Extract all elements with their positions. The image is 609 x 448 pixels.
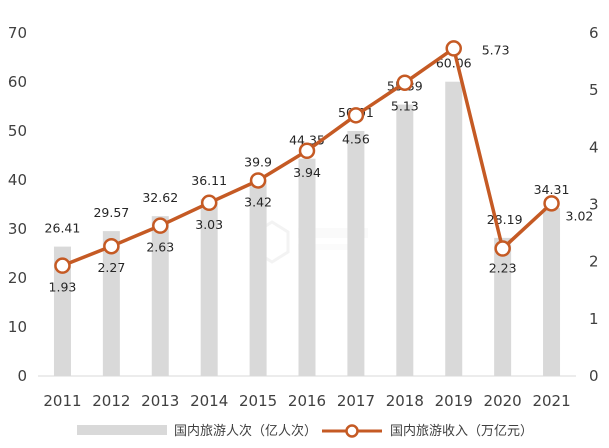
x-axis-tick-2011: 2011 — [43, 392, 81, 410]
bar-value-label-2014: 36.11 — [191, 173, 227, 188]
left-axis-tick-60: 60 — [8, 73, 27, 91]
bar-value-label-2012: 29.57 — [93, 205, 129, 220]
bar-2015 — [249, 180, 267, 376]
line-value-label-2018: 5.13 — [391, 99, 419, 114]
right-axis-tick-3: 3 — [589, 196, 599, 214]
line-value-label-2019: 5.73 — [482, 42, 510, 57]
x-axis-tick-2012: 2012 — [92, 392, 130, 410]
line-point-2019 — [445, 40, 462, 57]
line-point-2014 — [200, 194, 218, 212]
bar-value-label-2011: 26.41 — [45, 221, 81, 236]
x-axis-tick-2020: 2020 — [484, 392, 522, 410]
left-axis-tick-10: 10 — [8, 318, 27, 336]
bar-2011 — [53, 246, 71, 376]
left-axis-tick-0: 0 — [17, 367, 27, 385]
x-axis-tick-2021: 2021 — [532, 392, 570, 410]
right-axis-tick-0: 0 — [589, 367, 599, 385]
bar-2021 — [543, 207, 561, 376]
bar-2018 — [396, 104, 414, 377]
right-axis-tick-2: 2 — [589, 253, 599, 271]
legend-bar-label: 国内旅游人次（亿人次） — [174, 423, 317, 439]
bar-value-label-2015: 39.9 — [244, 154, 272, 169]
line-point-2017 — [347, 107, 365, 124]
line-point-2013 — [152, 217, 169, 234]
line-point-2012 — [103, 237, 120, 255]
right-axis-tick-4: 4 — [589, 138, 599, 156]
x-axis-tick-2014: 2014 — [190, 392, 228, 410]
bar-2013 — [151, 216, 169, 376]
left-axis-tick-20: 20 — [8, 269, 27, 287]
line-point-2020 — [494, 240, 511, 257]
x-axis-tick-2017: 2017 — [337, 392, 375, 410]
left-axis-tick-30: 30 — [8, 220, 27, 238]
left-axis-tick-50: 50 — [8, 122, 27, 140]
x-axis-tick-2013: 2013 — [141, 392, 179, 410]
bar-2014 — [200, 199, 218, 376]
line-value-label-2014: 3.03 — [195, 217, 223, 232]
line-point-2018 — [396, 74, 414, 91]
legend: 国内旅游人次（亿人次） 国内旅游收入（万亿元） — [77, 423, 533, 439]
legend-bar-swatch — [77, 425, 167, 435]
legend-line-marker — [345, 424, 359, 438]
line-value-label-2013: 2.63 — [146, 240, 174, 255]
x-axis-tick-2016: 2016 — [288, 392, 326, 410]
left-axis-tick-70: 70 — [8, 24, 27, 42]
x-axis-tick-2018: 2018 — [386, 392, 424, 410]
right-axis-tick-6: 6 — [589, 24, 599, 42]
line-value-label-2016: 3.94 — [293, 165, 321, 180]
right-axis-tick-5: 5 — [589, 81, 599, 99]
bar-value-label-2020: 28.19 — [487, 212, 523, 227]
bar-2020 — [494, 237, 512, 376]
left-axis-tick-40: 40 — [8, 171, 27, 189]
bar-value-label-2021: 34.31 — [534, 182, 570, 197]
line-value-label-2011: 1.93 — [49, 280, 77, 295]
line-value-label-2020: 2.23 — [489, 261, 517, 276]
bar-2019 — [445, 81, 463, 377]
x-axis-tick-2015: 2015 — [239, 392, 277, 410]
bar-2012 — [102, 231, 120, 376]
line-point-2011 — [54, 257, 71, 274]
line-point-2015 — [249, 172, 267, 189]
bar-2017 — [347, 130, 365, 376]
right-axis-tick-1: 1 — [589, 310, 599, 328]
line-value-label-2012: 2.27 — [97, 260, 125, 275]
line-value-label-2015: 3.42 — [244, 194, 272, 209]
x-axis-tick-2019: 2019 — [435, 392, 473, 410]
bar-value-label-2013: 32.62 — [142, 190, 178, 205]
line-point-2016 — [298, 142, 316, 160]
bar-value-label-2019: 60.06 — [436, 56, 472, 71]
bar-2016 — [298, 158, 316, 376]
line-value-label-2021: 3.02 — [566, 208, 594, 223]
legend-line-label: 国内旅游收入（万亿元） — [390, 423, 533, 439]
line-point-2021 — [543, 195, 560, 212]
line-value-label-2017: 4.56 — [342, 131, 370, 146]
